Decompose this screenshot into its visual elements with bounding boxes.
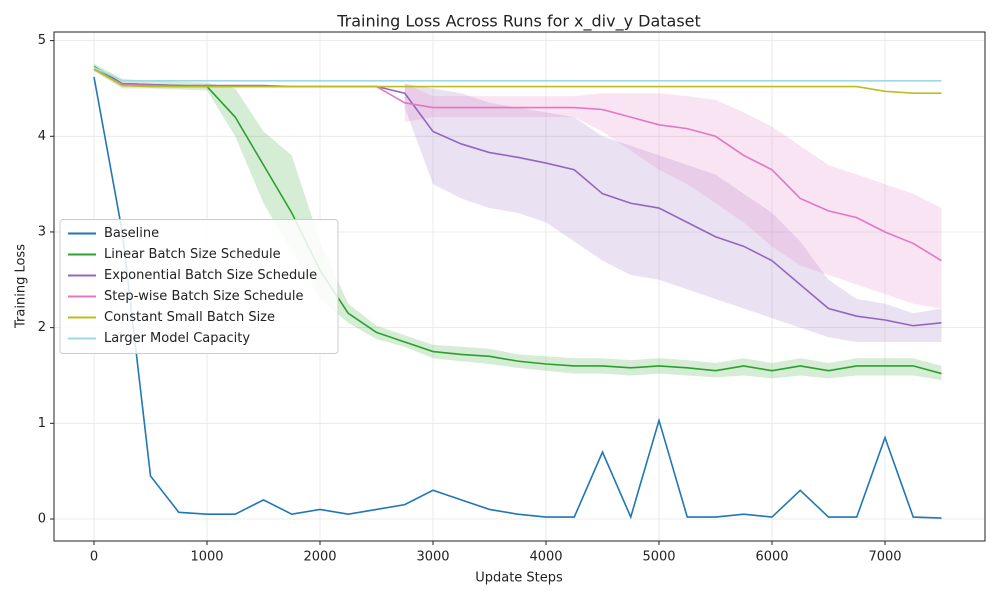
line (93, 66, 942, 82)
legend-label: Constant Small Batch Size (104, 310, 275, 325)
line (93, 65, 942, 375)
x-tick-label: 1000 (190, 550, 223, 565)
x-tick-label: 0 (90, 550, 98, 565)
x-tick-label: 7000 (868, 550, 901, 565)
line (93, 68, 942, 327)
legend-label: Exponential Batch Size Schedule (104, 268, 317, 283)
x-tick-label: 5000 (642, 550, 675, 565)
y-tick-label: 4 (38, 129, 46, 144)
legend-label: Step-wise Batch Size Schedule (104, 289, 304, 304)
y-tick-label: 2 (38, 320, 46, 335)
line (93, 68, 942, 95)
y-tick-label: 0 (38, 511, 46, 526)
grid (54, 32, 985, 541)
y-tick-label: 3 (38, 224, 46, 239)
legend-label: Larger Model Capacity (104, 331, 250, 346)
x-tick-label: 2000 (303, 550, 336, 565)
band (404, 83, 942, 342)
x-tick-label: 3000 (416, 550, 449, 565)
plot-frame (53, 31, 986, 542)
legend-box (59, 219, 339, 354)
line (93, 76, 942, 520)
legend-label: Linear Batch Size Schedule (104, 247, 281, 262)
y-tick-label: 5 (38, 33, 46, 48)
band (404, 83, 942, 309)
x-tick-label: 4000 (529, 550, 562, 565)
y-axis-label: Training Loss (14, 244, 29, 329)
y-tick-label: 1 (38, 416, 46, 431)
chart-title: Training Loss Across Runs for x_div_y Da… (336, 12, 701, 32)
x-tick-label: 6000 (755, 550, 788, 565)
legend-label: Baseline (104, 226, 159, 241)
legend: Baseline Linear Batch Size Schedule Expone… (59, 219, 339, 354)
x-axis-label: Update Steps (475, 571, 563, 586)
